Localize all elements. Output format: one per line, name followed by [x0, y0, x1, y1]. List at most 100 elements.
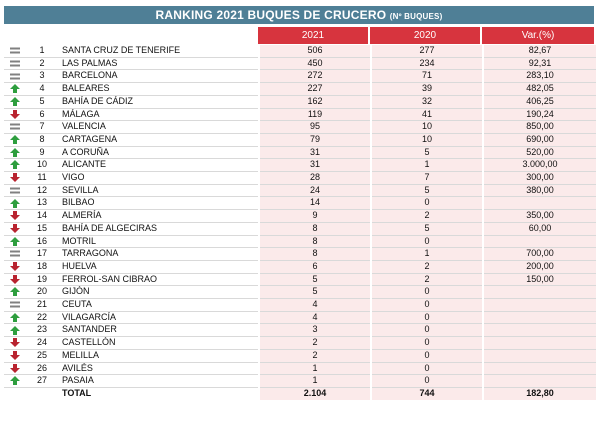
- value-2020: 5: [370, 146, 483, 160]
- variation-percent: 300,00: [482, 171, 596, 185]
- table-row: 26 AVILÉS 1 0: [4, 362, 596, 376]
- port-name: A CORUÑA: [58, 146, 259, 160]
- arrow-up-icon: [10, 312, 20, 322]
- value-2021: 2: [258, 349, 371, 363]
- arrow-up-icon: [10, 135, 20, 145]
- value-2020: 234: [370, 57, 483, 71]
- trend-cell: [4, 82, 26, 96]
- rank-position: 19: [26, 273, 58, 287]
- value-2021: 1: [258, 362, 371, 376]
- port-name: SANTA CRUZ DE TENERIFE: [58, 45, 259, 58]
- rank-position: 10: [26, 158, 58, 173]
- arrow-down-icon: [10, 274, 20, 284]
- rank-position: 8: [26, 133, 58, 147]
- value-2020: 277: [370, 45, 483, 58]
- value-2020: 1: [370, 247, 483, 261]
- port-name: BILBAO: [58, 196, 259, 211]
- value-2020: 39: [370, 82, 483, 96]
- value-2021: 79: [258, 133, 371, 147]
- rank-position: 5: [26, 95, 58, 109]
- variation-percent: 380,00: [482, 184, 596, 198]
- value-2021: 24: [258, 184, 371, 198]
- port-name: ALICANTE: [58, 158, 259, 173]
- variation-percent: [482, 196, 596, 211]
- trend-cell: [4, 69, 26, 84]
- port-name: SEVILLA: [58, 184, 259, 198]
- table-row: 4 BALEARES 227 39 482,05: [4, 82, 596, 96]
- port-name: MOTRIL: [58, 235, 259, 249]
- variation-percent: 150,00: [482, 273, 596, 287]
- total-row: TOTAL 2.104 744 182,80: [4, 387, 596, 400]
- value-2020: 32: [370, 95, 483, 109]
- port-name: AVILÉS: [58, 362, 259, 376]
- table-row: 1 SANTA CRUZ DE TENERIFE 506 277 82,67: [4, 45, 596, 58]
- port-name: CASTELLÓN: [58, 336, 259, 350]
- variation-percent: [482, 235, 596, 249]
- rank-position: 22: [26, 311, 58, 325]
- port-name: LAS PALMAS: [58, 57, 259, 71]
- arrow-down-icon: [10, 223, 20, 233]
- total-label: TOTAL: [62, 387, 92, 398]
- value-2020: 7: [370, 171, 483, 185]
- column-header-2020: 2020: [370, 27, 480, 44]
- value-2020: 0: [370, 285, 483, 300]
- trend-cell: [4, 362, 26, 376]
- arrow-up-icon: [10, 236, 20, 246]
- ranking-table-body: 1 SANTA CRUZ DE TENERIFE 506 277 82,67 2 LAS P…: [4, 45, 596, 400]
- rank-position: 27: [26, 374, 58, 388]
- value-2021: 5: [258, 273, 371, 287]
- equal-icon: [10, 250, 20, 257]
- column-header-variation: Var.(%): [482, 27, 594, 44]
- variation-percent: 82,67: [482, 45, 596, 58]
- arrow-up-icon: [10, 160, 20, 170]
- table-row: 2 LAS PALMAS 450 234 92,31: [4, 57, 596, 71]
- equal-icon: [10, 73, 20, 80]
- equal-icon: [10, 123, 20, 130]
- rank-position: 13: [26, 196, 58, 211]
- port-name: CARTAGENA: [58, 133, 259, 147]
- value-2021: 31: [258, 158, 371, 173]
- arrow-up-icon: [10, 147, 20, 157]
- variation-percent: 200,00: [482, 260, 596, 274]
- arrow-up-icon: [10, 96, 20, 106]
- value-2020: 0: [370, 323, 483, 338]
- total-variation: 182,80: [482, 387, 596, 400]
- table-row: 14 ALMERÍA 9 2 350,00: [4, 209, 596, 223]
- variation-percent: 406,25: [482, 95, 596, 109]
- equal-icon: [10, 60, 20, 67]
- value-2021: 227: [258, 82, 371, 96]
- value-2021: 119: [258, 108, 371, 122]
- table-row: 10 ALICANTE 31 1 3.000,00: [4, 158, 596, 173]
- variation-percent: 190,24: [482, 108, 596, 122]
- variation-percent: 3.000,00: [482, 158, 596, 173]
- trend-cell: [4, 349, 26, 363]
- variation-percent: 700,00: [482, 247, 596, 261]
- arrow-down-icon: [10, 262, 20, 272]
- trend-cell: [4, 57, 26, 71]
- arrow-down-icon: [10, 211, 20, 221]
- variation-percent: 690,00: [482, 133, 596, 147]
- trend-cell: [4, 209, 26, 223]
- port-name: GIJÓN: [58, 285, 259, 300]
- value-2021: 8: [258, 222, 371, 236]
- value-2021: 5: [258, 285, 371, 300]
- trend-cell: [4, 108, 26, 122]
- arrow-down-icon: [10, 351, 20, 360]
- trend-cell: [4, 133, 26, 147]
- port-name: MÁLAGA: [58, 108, 259, 122]
- trend-cell: [4, 311, 26, 325]
- variation-percent: 92,31: [482, 57, 596, 71]
- port-name: PASAIA: [58, 374, 259, 388]
- rank-position: 6: [26, 108, 58, 122]
- value-2020: 41: [370, 108, 483, 122]
- value-2020: 1: [370, 158, 483, 173]
- table-title-bar: RANKING 2021 BUQUES DE CRUCERO (Nº BUQUE…: [4, 6, 594, 24]
- variation-percent: 283,10: [482, 69, 596, 84]
- total-spacer: [26, 387, 58, 399]
- value-2020: 71: [370, 69, 483, 84]
- variation-percent: 482,05: [482, 82, 596, 96]
- table-row: 3 BARCELONA 272 71 283,10: [4, 69, 596, 84]
- value-2020: 0: [370, 298, 483, 312]
